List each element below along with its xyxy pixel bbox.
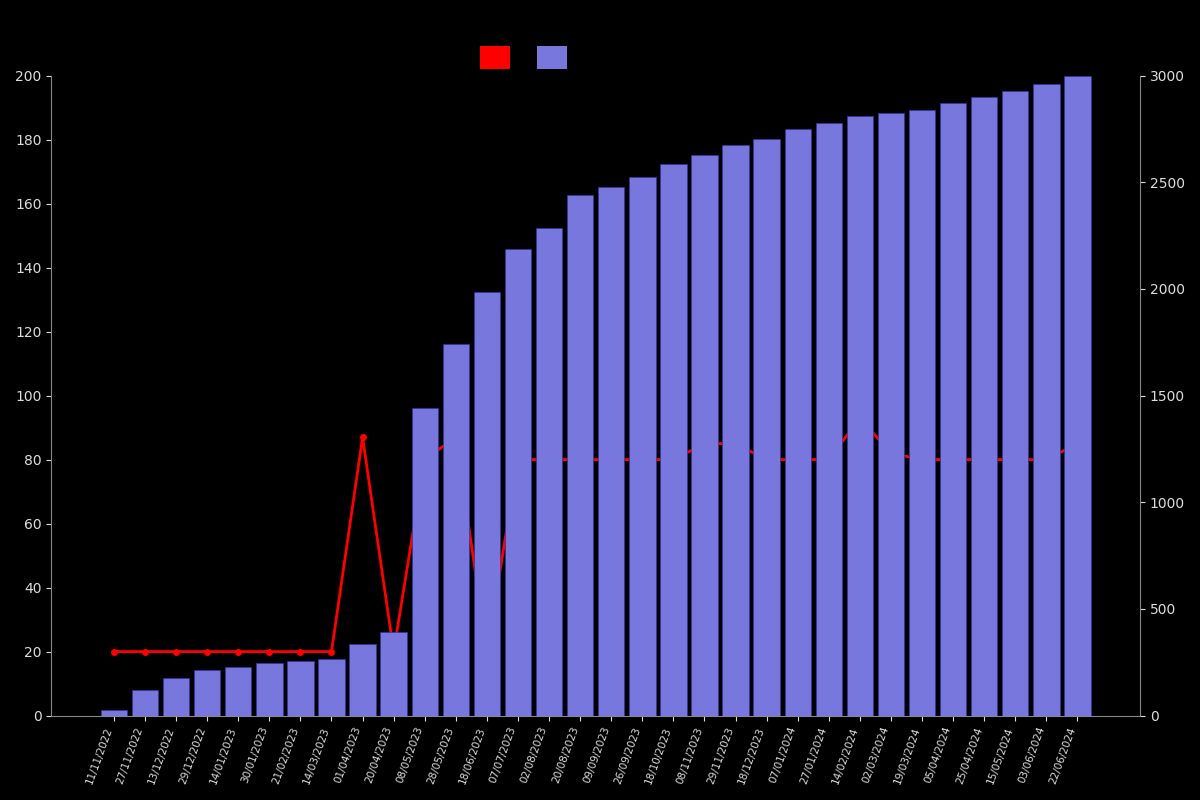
Bar	[132, 690, 158, 715]
Bar	[349, 644, 376, 715]
Bar	[412, 409, 438, 715]
Bar	[318, 659, 344, 715]
Bar	[971, 98, 997, 715]
Bar	[380, 632, 407, 715]
Bar	[101, 710, 127, 715]
Bar	[1064, 76, 1091, 715]
Bar	[443, 345, 469, 715]
Bar	[1033, 84, 1060, 715]
Bar	[505, 250, 532, 715]
Bar	[785, 129, 811, 715]
Bar	[847, 116, 874, 715]
Bar	[194, 670, 221, 715]
Legend: , : ,	[480, 46, 581, 69]
Bar	[474, 292, 500, 715]
Bar	[256, 663, 282, 715]
Bar	[566, 195, 593, 715]
Bar	[722, 145, 749, 715]
Bar	[940, 103, 966, 715]
Bar	[1002, 91, 1028, 715]
Bar	[877, 113, 904, 715]
Bar	[816, 122, 842, 715]
Bar	[691, 154, 718, 715]
Bar	[536, 228, 563, 715]
Bar	[598, 186, 624, 715]
Bar	[908, 110, 935, 715]
Bar	[660, 164, 686, 715]
Bar	[754, 138, 780, 715]
Bar	[226, 666, 252, 715]
Bar	[629, 177, 655, 715]
Bar	[163, 678, 190, 715]
Bar	[287, 661, 313, 715]
